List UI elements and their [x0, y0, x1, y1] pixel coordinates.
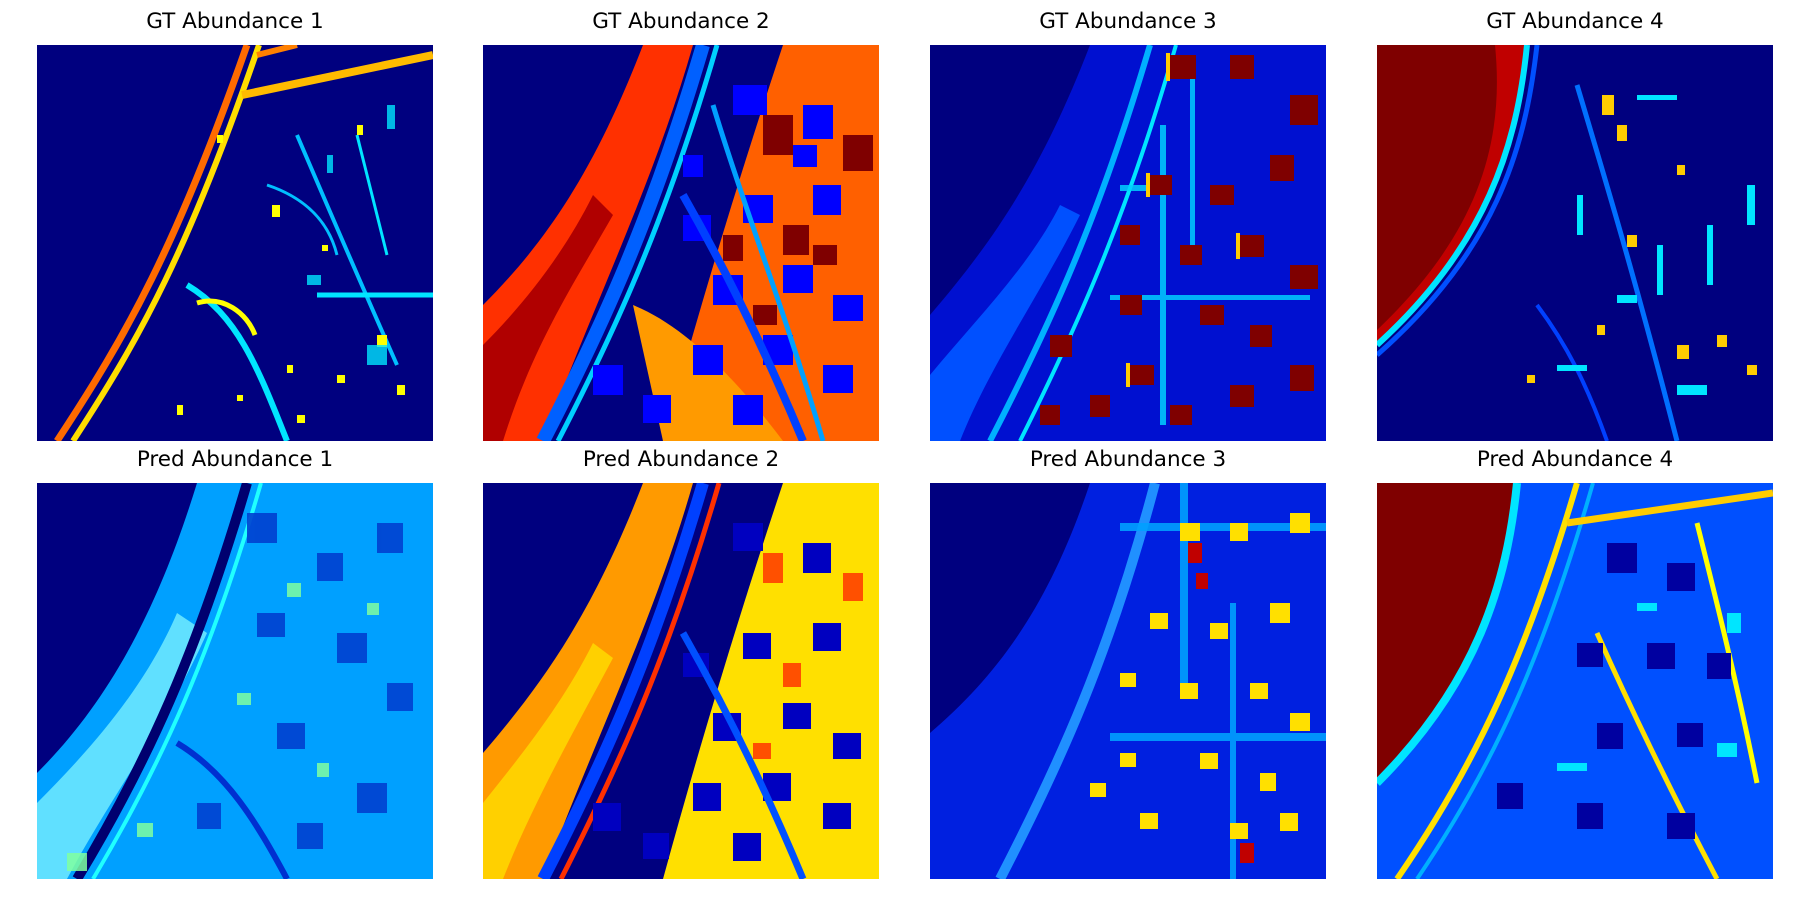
abundance-map	[483, 483, 879, 879]
panel-title: Pred Abundance 3	[1029, 447, 1227, 472]
panel-title: GT Abundance 4	[1486, 9, 1664, 34]
abundance-map	[37, 45, 433, 441]
panel-title: GT Abundance 2	[592, 9, 770, 34]
panel-title: GT Abundance 3	[1039, 9, 1217, 34]
abundance-map	[930, 483, 1326, 879]
panel-title: Pred Abundance 2	[582, 447, 780, 472]
panel-title: GT Abundance 1	[146, 9, 324, 34]
abundance-map	[483, 45, 879, 441]
panel-title: Pred Abundance 1	[136, 447, 334, 472]
panel-title: Pred Abundance 4	[1476, 447, 1674, 472]
abundance-map	[37, 483, 433, 879]
abundance-map	[1377, 45, 1773, 441]
abundance-map	[930, 45, 1326, 441]
abundance-map	[1377, 483, 1773, 879]
